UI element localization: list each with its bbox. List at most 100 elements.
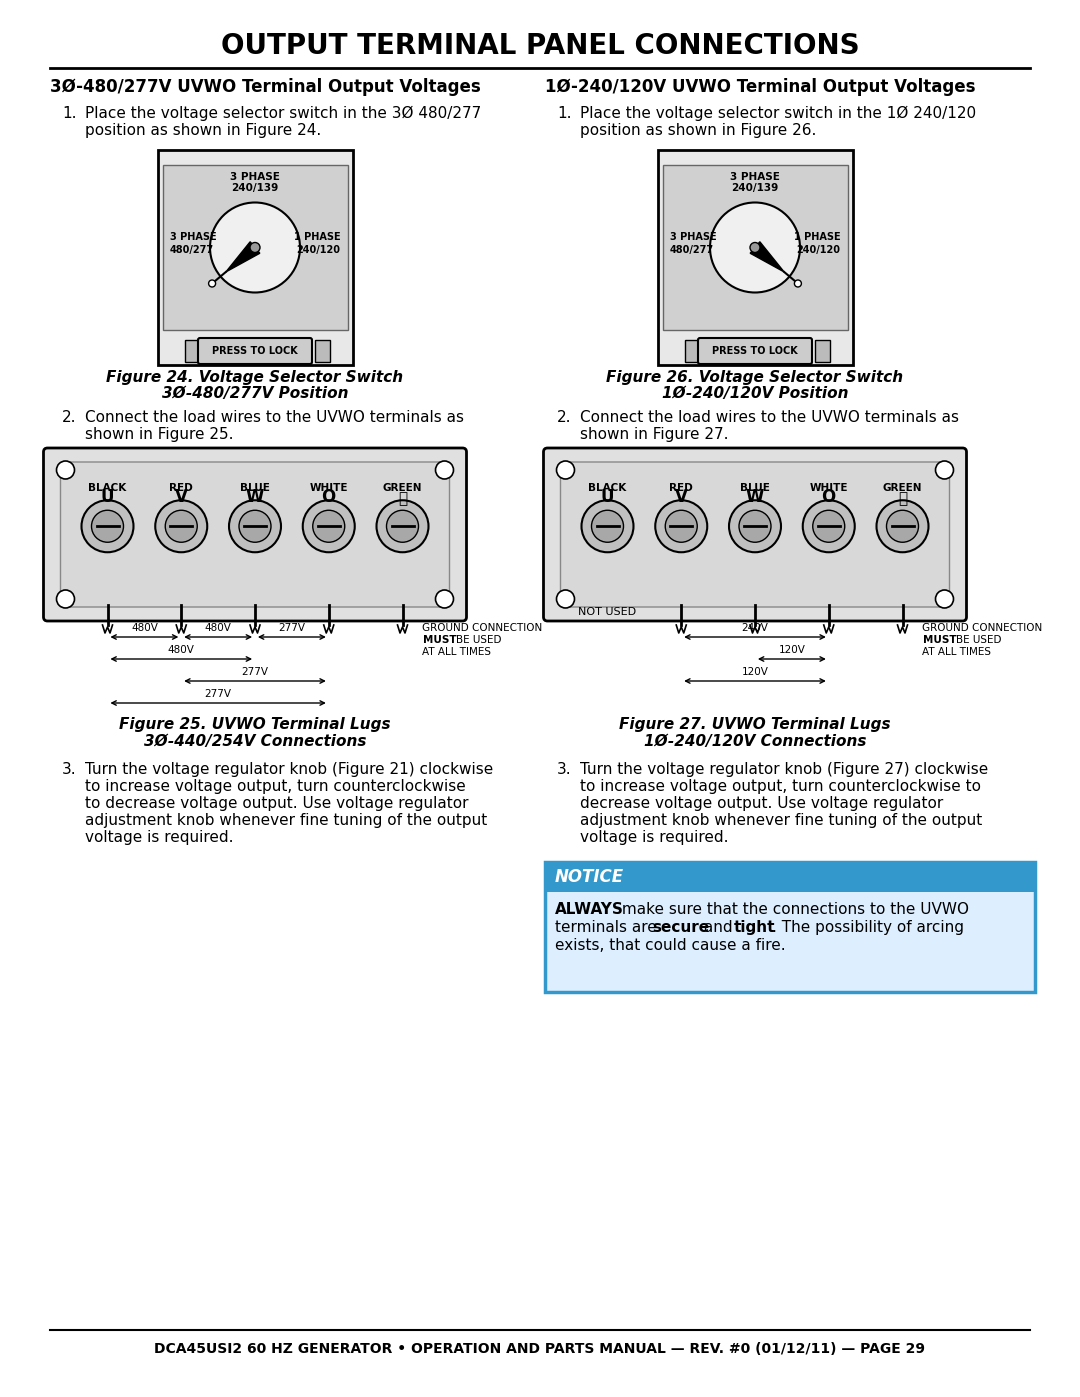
Text: V: V: [175, 488, 188, 506]
Text: 120V: 120V: [742, 666, 769, 678]
Circle shape: [92, 510, 123, 542]
Circle shape: [729, 500, 781, 552]
Text: 480V: 480V: [205, 623, 231, 633]
Text: BLACK: BLACK: [89, 483, 126, 493]
Text: GREEN: GREEN: [382, 483, 422, 493]
Circle shape: [56, 461, 75, 479]
Text: 480V: 480V: [167, 645, 194, 655]
Circle shape: [210, 203, 300, 292]
Text: O: O: [822, 488, 836, 506]
Text: 240/120: 240/120: [297, 244, 340, 254]
Text: 120V: 120V: [779, 645, 806, 655]
Circle shape: [377, 500, 429, 552]
Text: 277V: 277V: [204, 689, 231, 698]
Text: voltage is required.: voltage is required.: [580, 830, 729, 845]
Text: adjustment knob whenever fine tuning of the output: adjustment knob whenever fine tuning of …: [580, 813, 982, 828]
Circle shape: [229, 500, 281, 552]
Text: 3 PHASE: 3 PHASE: [170, 232, 216, 243]
Text: to increase voltage output, turn counterclockwise to: to increase voltage output, turn counter…: [580, 780, 981, 793]
Text: 2.: 2.: [62, 409, 77, 425]
Text: W: W: [746, 488, 765, 506]
Text: W: W: [246, 488, 265, 506]
Text: MUST: MUST: [922, 636, 956, 645]
Text: make sure that the connections to the UVWO: make sure that the connections to the UV…: [617, 902, 969, 916]
Bar: [545, 862, 1035, 992]
Text: Figure 26. Voltage Selector Switch: Figure 26. Voltage Selector Switch: [607, 370, 904, 386]
Text: Place the voltage selector switch in the 1Ø 240/120: Place the voltage selector switch in the…: [580, 106, 976, 122]
Text: 1 PHASE: 1 PHASE: [794, 232, 840, 243]
FancyBboxPatch shape: [43, 448, 467, 622]
Text: Turn the voltage regulator knob (Figure 27) clockwise: Turn the voltage regulator knob (Figure …: [580, 761, 988, 777]
Circle shape: [435, 461, 454, 479]
Text: DCA45USI2 60 HZ GENERATOR • OPERATION AND PARTS MANUAL — REV. #0 (01/12/11) — PA: DCA45USI2 60 HZ GENERATOR • OPERATION AN…: [154, 1343, 926, 1356]
Text: Turn the voltage regulator knob (Figure 21) clockwise: Turn the voltage regulator knob (Figure …: [85, 761, 494, 777]
Text: terminals are: terminals are: [555, 921, 662, 935]
Text: ALWAYS: ALWAYS: [555, 902, 624, 916]
Text: . The possibility of arcing: . The possibility of arcing: [772, 921, 964, 935]
Circle shape: [750, 243, 760, 253]
Text: U: U: [600, 488, 615, 506]
Bar: [185, 339, 200, 362]
FancyBboxPatch shape: [198, 338, 312, 365]
Text: PRESS TO LOCK: PRESS TO LOCK: [212, 346, 298, 356]
Text: ⏚: ⏚: [897, 492, 907, 506]
Text: to increase voltage output, turn counterclockwise: to increase voltage output, turn counter…: [85, 780, 465, 793]
Polygon shape: [751, 242, 784, 272]
Text: position as shown in Figure 24.: position as shown in Figure 24.: [85, 123, 321, 138]
Circle shape: [802, 500, 854, 552]
Text: 240/139: 240/139: [731, 183, 779, 193]
Text: shown in Figure 25.: shown in Figure 25.: [85, 427, 233, 441]
Text: GROUND CONNECTION: GROUND CONNECTION: [422, 623, 543, 633]
Text: U: U: [100, 488, 114, 506]
Text: 3Ø-440/254V Connections: 3Ø-440/254V Connections: [144, 733, 366, 749]
FancyBboxPatch shape: [698, 338, 812, 365]
Text: 1Ø-240/120V Position: 1Ø-240/120V Position: [662, 386, 848, 401]
Circle shape: [81, 500, 134, 552]
Text: BE USED: BE USED: [956, 636, 1001, 645]
Text: 1.: 1.: [62, 106, 77, 122]
Text: RED: RED: [670, 483, 693, 493]
FancyBboxPatch shape: [561, 462, 949, 608]
Text: decrease voltage output. Use voltage regulator: decrease voltage output. Use voltage reg…: [580, 796, 943, 812]
Text: 3Ø-480/277V UVWO Terminal Output Voltages: 3Ø-480/277V UVWO Terminal Output Voltage…: [50, 78, 481, 96]
Text: 277V: 277V: [242, 666, 269, 678]
Text: Figure 25. UVWO Terminal Lugs: Figure 25. UVWO Terminal Lugs: [119, 717, 391, 732]
Text: 480/277: 480/277: [670, 244, 714, 254]
FancyBboxPatch shape: [543, 448, 967, 622]
Text: GREEN: GREEN: [882, 483, 922, 493]
Circle shape: [795, 279, 801, 286]
Bar: [685, 339, 700, 362]
Bar: [815, 339, 831, 362]
Text: Figure 27. UVWO Terminal Lugs: Figure 27. UVWO Terminal Lugs: [619, 717, 891, 732]
Text: Place the voltage selector switch in the 3Ø 480/277: Place the voltage selector switch in the…: [85, 106, 482, 122]
Text: 3.: 3.: [557, 761, 571, 777]
Circle shape: [239, 510, 271, 542]
Text: 3 PHASE: 3 PHASE: [230, 172, 280, 182]
Text: 2.: 2.: [557, 409, 571, 425]
Text: position as shown in Figure 26.: position as shown in Figure 26.: [580, 123, 816, 138]
Text: to decrease voltage output. Use voltage regulator: to decrease voltage output. Use voltage …: [85, 796, 469, 812]
Text: AT ALL TIMES: AT ALL TIMES: [922, 647, 991, 657]
Text: secure: secure: [652, 921, 710, 935]
Text: 480V: 480V: [131, 623, 158, 633]
Text: AT ALL TIMES: AT ALL TIMES: [422, 647, 491, 657]
Text: adjustment knob whenever fine tuning of the output: adjustment knob whenever fine tuning of …: [85, 813, 487, 828]
Circle shape: [556, 461, 575, 479]
Text: voltage is required.: voltage is required.: [85, 830, 233, 845]
Text: 3.: 3.: [62, 761, 77, 777]
Circle shape: [592, 510, 623, 542]
Text: tight: tight: [734, 921, 775, 935]
Circle shape: [387, 510, 419, 542]
Text: 3 PHASE: 3 PHASE: [670, 232, 716, 243]
Circle shape: [887, 510, 918, 542]
Text: NOT USED: NOT USED: [579, 608, 636, 617]
Text: 3Ø-480/277V Position: 3Ø-480/277V Position: [162, 386, 348, 401]
Circle shape: [710, 203, 800, 292]
Circle shape: [249, 243, 260, 253]
Circle shape: [208, 279, 216, 286]
Circle shape: [665, 510, 698, 542]
Circle shape: [156, 500, 207, 552]
Text: 240/139: 240/139: [231, 183, 279, 193]
Circle shape: [935, 461, 954, 479]
Text: 240V: 240V: [742, 623, 769, 633]
